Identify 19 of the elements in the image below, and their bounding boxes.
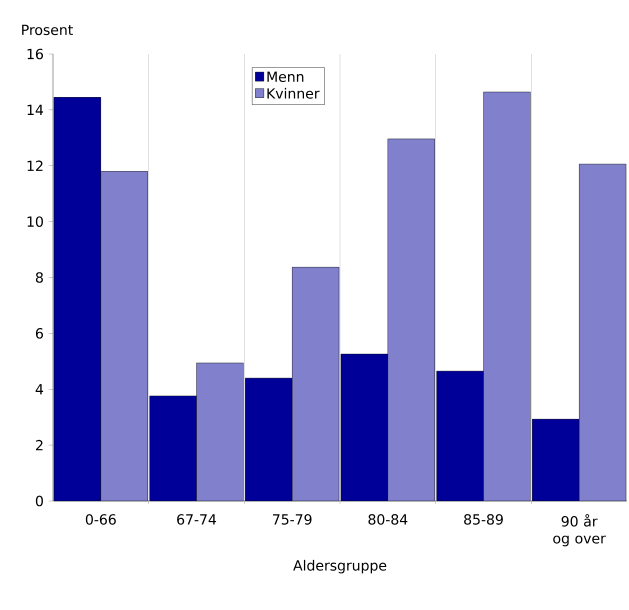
x-tick-label: 67-74 xyxy=(177,514,216,525)
x-axis-title: Aldersgruppe xyxy=(293,560,386,574)
x-tick-label: 80-84 xyxy=(368,514,408,525)
y-tick-label: 4 xyxy=(36,384,44,394)
legend-label: Menn xyxy=(267,72,304,82)
y-axis-title: Prosent xyxy=(22,24,73,36)
y-tick-label: 0 xyxy=(36,496,43,506)
y-tick-label: 2 xyxy=(36,440,42,450)
y-tick-label: 12 xyxy=(28,160,42,171)
y-tick-label: 16 xyxy=(28,48,43,60)
y-tick-label: 8 xyxy=(36,272,43,283)
y-tick-label: 6 xyxy=(36,328,43,339)
y-tick-label: 14 xyxy=(28,104,44,115)
legend-label: Kvinner xyxy=(267,88,320,99)
x-tick-label: 85-89 xyxy=(464,514,503,525)
x-tick-label: 0-66 xyxy=(86,514,116,525)
x-tick-label: 75-79 xyxy=(272,514,312,525)
x-tick-label: 90 år og over xyxy=(553,514,606,546)
y-tick-label: 10 xyxy=(28,216,43,227)
